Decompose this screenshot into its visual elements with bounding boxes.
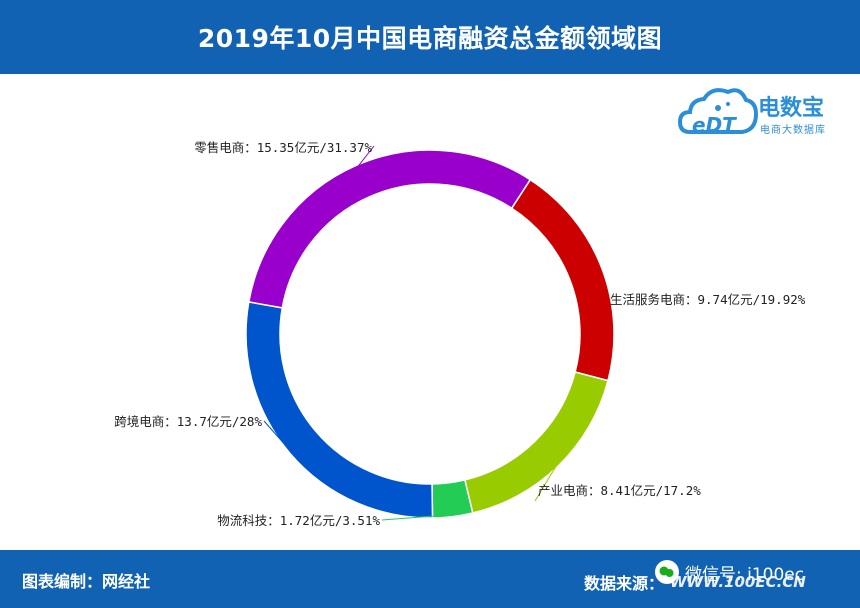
source-label: 数据来源： (584, 574, 665, 593)
source-url: WWW.100EC.CN (670, 573, 806, 591)
slice-label-2: 物流科技：1.72亿元/3.51% (217, 513, 380, 528)
slice-label-4: 零售电商：15.35亿元/31.37% (194, 140, 372, 155)
donut-chart: 生活服务电商：9.74亿元/19.92% 产业电商：8.41亿元/17.2% 物流科… (114, 140, 806, 528)
slice-0 (510, 178, 615, 382)
logo: eDT 电数宝 电商大数据库 (678, 82, 848, 144)
wechat-watermark: 微信号: i100ec (655, 557, 804, 587)
footer-bar: 图表编制：网经社 数据来源： WWW.100EC.CN (0, 550, 860, 608)
leader-line-0 (599, 268, 606, 297)
slice-3 (245, 301, 434, 519)
chart-area: 生活服务电商：9.74亿元/19.92% 产业电商：8.41亿元/17.2% 物流科… (0, 74, 860, 550)
wechat-id: 微信号: i100ec (685, 564, 805, 585)
leader-line-1 (534, 463, 558, 502)
title-bar: 2019年10月中国电商融资总金额领域图 (0, 0, 860, 74)
slice-2 (431, 478, 474, 519)
cloud-logo-icon: eDT (678, 88, 758, 137)
slice-label-3: 跨境电商：13.7亿元/28% (114, 414, 262, 429)
leader-line-4 (357, 145, 375, 168)
chart-title: 2019年10月中国电商融资总金额领域图 (197, 24, 663, 53)
slice-4 (247, 149, 532, 309)
leader-line-2 (381, 514, 453, 521)
logo-mark-text: eDT (692, 113, 737, 137)
logo-brand: 电数宝 (758, 96, 825, 121)
leader-line-3 (263, 420, 292, 453)
compiler-credit: 图表编制：网经社 (22, 572, 151, 591)
slice-label-1: 产业电商：8.41亿元/17.2% (538, 483, 701, 498)
wechat-icon (655, 560, 679, 584)
slice-label-0: 生活服务电商：9.74亿元/19.92% (610, 292, 806, 307)
logo-subtitle: 电商大数据库 (760, 125, 826, 136)
